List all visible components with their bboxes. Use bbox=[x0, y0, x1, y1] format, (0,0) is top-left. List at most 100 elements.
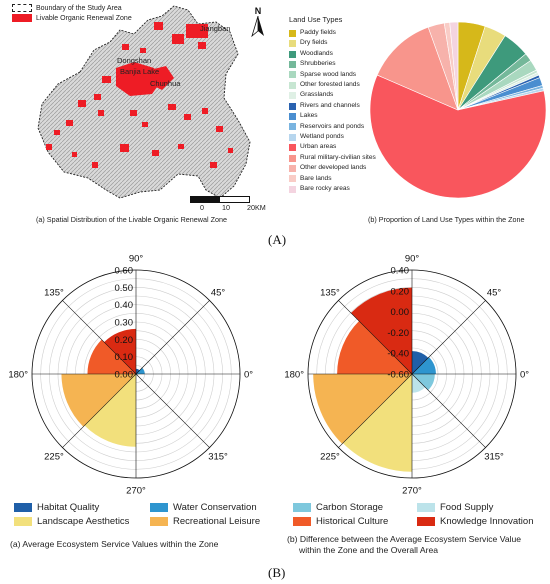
place-label-jiangban: Jiangban bbox=[200, 24, 231, 33]
pie-caption: (b) Proportion of Land Use Types within … bbox=[368, 215, 525, 224]
polar-bar-landscape-aesthetics bbox=[84, 374, 136, 447]
polar-angle-label: 45° bbox=[487, 287, 502, 298]
pie-legend-swatch bbox=[289, 175, 296, 183]
pie-legend-title: Land Use Types bbox=[289, 15, 343, 24]
polar-spoke bbox=[338, 300, 413, 375]
pie-legend-item-woodlands: Woodlands bbox=[289, 49, 389, 59]
scale-label-20: 20KM bbox=[247, 203, 266, 212]
polar-angle-label: 180° bbox=[8, 370, 28, 381]
polar-radial-tick: 0.20 bbox=[391, 286, 410, 297]
polar-bar-recreational-leisure bbox=[61, 374, 136, 427]
pie-legend-swatch bbox=[289, 40, 296, 48]
polar-right-caption-line1: (b) Difference between the Average Ecosy… bbox=[287, 534, 522, 544]
polar-bar-historical-culture bbox=[337, 321, 412, 374]
polar-bar-water-conservation bbox=[412, 357, 436, 374]
scale-bar bbox=[190, 196, 250, 203]
polar-radial-tick: 0.00 bbox=[115, 370, 134, 381]
polar-bar-water-conservation bbox=[136, 367, 145, 374]
pie-legend-swatch bbox=[289, 29, 296, 37]
pie-legend-item-urban-areas: Urban areas bbox=[289, 142, 389, 152]
polar-angle-label: 0° bbox=[244, 370, 253, 381]
panel-b-label: (B) bbox=[268, 565, 286, 580]
pie-legend-label: Bare lands bbox=[300, 174, 332, 182]
legend-recreational-leisure: Recreational Leisure bbox=[150, 516, 260, 527]
pie-slice-urban-areas bbox=[369, 74, 547, 199]
pie-legend-label: Grasslands bbox=[300, 91, 334, 99]
north-arrow-icon bbox=[251, 15, 264, 38]
pie-legend-label: Other developed lands bbox=[300, 164, 367, 172]
polar-spoke bbox=[338, 373, 413, 448]
polar-spoke bbox=[62, 373, 137, 448]
pie-legend-swatch bbox=[289, 164, 296, 172]
pie-legend-label: Woodlands bbox=[300, 49, 333, 57]
polar-radial-tick: -0.20 bbox=[387, 328, 409, 339]
pie-legend-item-lakes: Lakes bbox=[289, 111, 389, 121]
legend-landscape-aesthetics: Landscape Aesthetics bbox=[14, 516, 129, 527]
polar-angle-label: 180° bbox=[284, 370, 304, 381]
pie-legend: Paddy fields Dry fields Woodlands Shrubberi… bbox=[289, 28, 389, 195]
polar-angle-label: 270° bbox=[126, 486, 146, 495]
map-legend-boundary: Boundary of the Study Area bbox=[36, 4, 122, 12]
pie-legend-swatch bbox=[289, 71, 296, 79]
pie-slice-bare-rocky-areas bbox=[449, 21, 459, 111]
pie-legend-item-grasslands: Grasslands bbox=[289, 90, 389, 100]
polar-angle-label: 45° bbox=[211, 287, 226, 298]
polar-angle-label: 90° bbox=[405, 254, 420, 265]
map-canvas bbox=[37, 5, 251, 199]
pie-legend-label: Rural military-civilian sites bbox=[300, 153, 376, 161]
pie-legend-label: Paddy fields bbox=[300, 29, 336, 36]
service-legend: Habitat Quality Water Conservation Carbo… bbox=[14, 502, 544, 532]
polar-angle-label: 225° bbox=[320, 452, 340, 463]
pie-legend-item-paddy-fields: Paddy fields bbox=[289, 28, 389, 38]
polar-angle-label: 315° bbox=[484, 452, 504, 463]
legend-carbon-storage: Carbon Storage bbox=[293, 502, 383, 513]
polar-spoke bbox=[411, 373, 486, 448]
zone-swatch bbox=[12, 14, 32, 22]
polar-radial-tick: 0.30 bbox=[115, 318, 134, 329]
pie-legend-label: Wetland ponds bbox=[300, 133, 344, 141]
study-area-boundary bbox=[37, 5, 251, 199]
legend-water-conservation: Water Conservation bbox=[150, 502, 257, 513]
pie-legend-item-wetland-ponds: Wetland ponds bbox=[289, 132, 389, 142]
polar-angle-label: 135° bbox=[44, 287, 64, 298]
pie-legend-item-rivers-and-channels: Rivers and channels bbox=[289, 101, 389, 111]
pie-legend-swatch bbox=[289, 50, 296, 58]
pie-legend-swatch bbox=[289, 60, 296, 68]
polar-radial-tick: 0.60 bbox=[115, 266, 134, 277]
polar-radial-tick: 0.50 bbox=[115, 283, 134, 294]
polar-bar-knowledge-innovation bbox=[104, 328, 136, 374]
map-legend-zone: Livable Organic Renewal Zone bbox=[36, 14, 132, 22]
polar-spoke bbox=[135, 300, 210, 375]
pie-legend-label: Lakes bbox=[300, 112, 318, 120]
polar-left-caption: (a) Average Ecosystem Service Values wit… bbox=[10, 539, 219, 549]
polar-angle-label: 315° bbox=[208, 452, 228, 463]
polar-bar-knowledge-innovation bbox=[350, 287, 412, 374]
polar-radial-tick: 0.40 bbox=[391, 266, 410, 277]
place-label-chunhua: Chunhua bbox=[150, 79, 181, 88]
pie-legend-swatch bbox=[289, 123, 296, 131]
polar-bar-food-supply bbox=[412, 374, 426, 393]
pie-legend-item-other-developed-lands: Other developed lands bbox=[289, 163, 389, 173]
polar-bar-habitat-quality bbox=[412, 351, 429, 374]
pie-legend-item-bare-rocky-areas: Bare rocky areas bbox=[289, 184, 389, 194]
place-label-banjia-lake: Banjia Lake bbox=[120, 67, 160, 76]
legend-food-supply: Food Supply bbox=[417, 502, 493, 513]
polar-angle-label: 0° bbox=[520, 370, 529, 381]
polar-angle-label: 135° bbox=[320, 287, 340, 298]
scale-label-10: 10 bbox=[222, 203, 230, 212]
polar-angle-label: 270° bbox=[402, 486, 422, 495]
pie-legend-item-bare-lands: Bare lands bbox=[289, 174, 389, 184]
polar-bar-historical-culture bbox=[87, 339, 136, 374]
pie-legend-label: Dry fields bbox=[300, 39, 328, 47]
pie-legend-swatch bbox=[289, 81, 296, 89]
pie-legend-swatch bbox=[289, 185, 296, 193]
pie-legend-swatch bbox=[289, 92, 296, 100]
place-label-dongshan: Dongshan bbox=[117, 56, 152, 65]
pie-slice-rural-military-civilian-sites bbox=[376, 26, 459, 111]
polar-radial-tick: 0.20 bbox=[115, 335, 134, 346]
pie-legend-label: Urban areas bbox=[300, 143, 337, 151]
pie-legend-item-sparse-wood-lands: Sparse wood lands bbox=[289, 70, 389, 80]
study-area-map bbox=[2, 2, 270, 212]
pie-legend-swatch bbox=[289, 154, 296, 162]
